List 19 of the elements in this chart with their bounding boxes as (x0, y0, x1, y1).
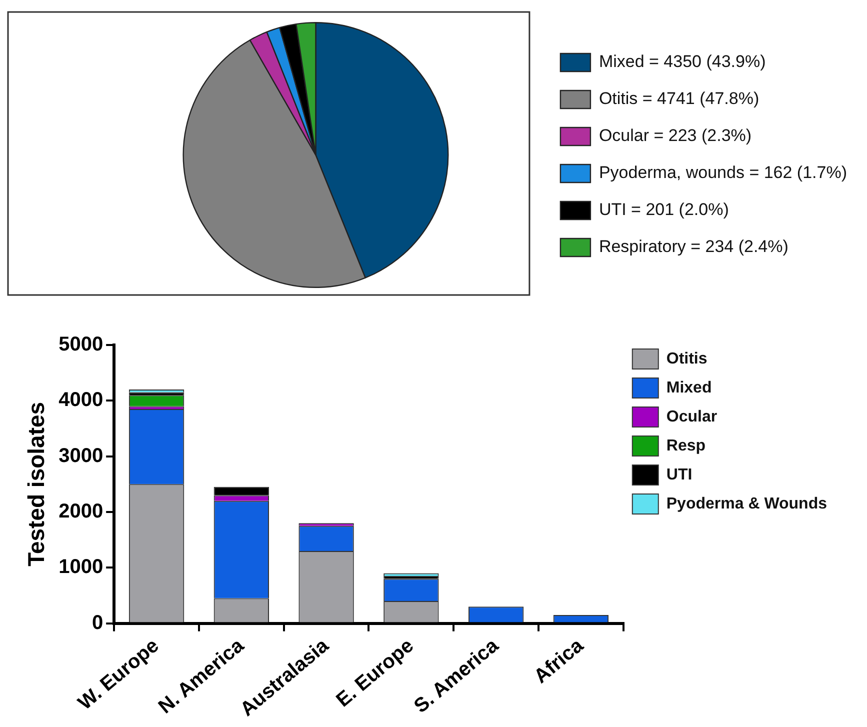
y-tick-label: 4000 (58, 389, 104, 412)
y-tick-label: 0 (92, 612, 104, 634)
legend-label: Mixed = 4350 (43.9%) (598, 52, 766, 72)
legend-label: Mixed (666, 379, 712, 396)
legend-label: Ocular (666, 408, 718, 426)
legend-label: UTI = 201 (2.0%) (598, 200, 729, 220)
legend-label: Otitis = 4741 (47.8%) (598, 89, 760, 108)
legend-label: Resp (666, 437, 706, 454)
legend-label: Pyoderma & Wounds (666, 495, 828, 512)
y-tick-label: 2000 (58, 500, 104, 522)
legend-label: Pyoderma, wounds = 162 (1.7%) (598, 163, 848, 182)
y-tick-label: 1000 (58, 556, 104, 578)
legend-label: Ocular = 223 (2.3%) (598, 126, 752, 146)
legend-label: Respiratory = 234 (2.4%) (598, 237, 788, 256)
y-tick-label: 3000 (58, 444, 104, 467)
legend-label: UTI (666, 466, 692, 484)
y-tick-label: 5000 (58, 334, 104, 356)
legend-label: Otitis (666, 350, 708, 368)
y-axis-title: Tested isolates (23, 402, 50, 566)
